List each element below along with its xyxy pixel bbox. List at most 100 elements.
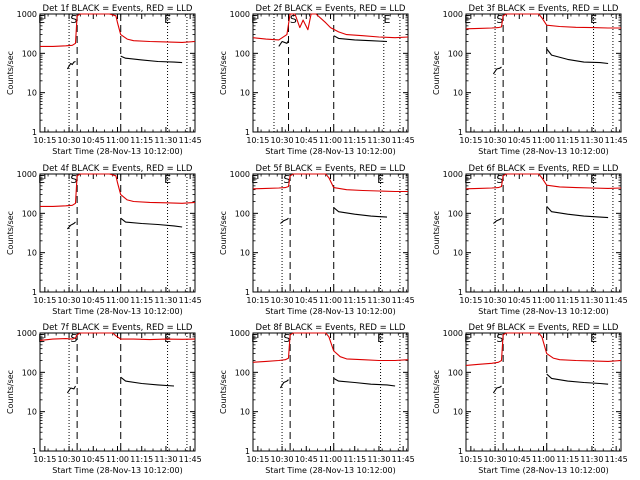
- y-tick-label: 1000: [443, 170, 463, 179]
- x-tick-label: 11:15: [556, 455, 579, 464]
- x-tick-label: 10:30: [484, 455, 507, 464]
- x-axis-label: Start Time (28-Nov-13 10:12:00): [265, 307, 395, 316]
- y-tick-label: 10: [453, 249, 463, 258]
- x-tick-label: 11:30: [580, 136, 603, 145]
- events-series-line: [279, 379, 289, 389]
- x-tick-label: 10:15: [246, 455, 269, 464]
- x-tick-label: 10:15: [33, 296, 56, 305]
- interval-marker-e: E: [377, 173, 384, 186]
- x-tick-label: 10:30: [271, 296, 294, 305]
- lld-series-line: [252, 332, 409, 363]
- interval-marker-e: E: [164, 332, 171, 345]
- y-tick-label: 1000: [230, 170, 250, 179]
- x-tick-label: 11:45: [179, 455, 202, 464]
- events-series-line: [546, 48, 609, 65]
- y-axis-label: Counts/sec: [219, 51, 228, 95]
- y-axis-label: Counts/sec: [219, 370, 228, 414]
- events-series-line: [120, 55, 183, 64]
- x-tick-label: 11:30: [367, 455, 390, 464]
- events-series-line: [546, 206, 609, 219]
- y-tick-label: 1: [245, 288, 250, 297]
- x-tick-label: 10:45: [295, 136, 318, 145]
- x-tick-label: 11:30: [154, 455, 177, 464]
- x-tick-label: 10:45: [508, 136, 531, 145]
- y-tick-label: 1000: [230, 329, 250, 338]
- y-tick-label: 1000: [17, 329, 37, 338]
- panel-title: Det 2f BLACK = Events, RED = LLD: [256, 4, 406, 14]
- y-tick-label: 100: [22, 209, 37, 218]
- panel-title: Det 1f BLACK = Events, RED = LLD: [43, 4, 193, 14]
- interval-marker-s: S: [496, 13, 503, 26]
- interval-marker-e: E: [164, 173, 171, 186]
- x-tick-label: 10:45: [82, 296, 105, 305]
- x-axis-label: Start Time (28-Nov-13 10:12:00): [478, 147, 608, 156]
- x-tick-label: 10:30: [484, 296, 507, 305]
- y-tick-label: 1000: [443, 10, 463, 19]
- interval-marker-e: E: [164, 13, 171, 26]
- events-series-line: [280, 217, 289, 224]
- interval-marker-e: E: [384, 13, 391, 26]
- plot-frame: [39, 332, 196, 452]
- y-tick-label: 10: [27, 89, 37, 98]
- interval-marker-e: E: [464, 332, 471, 345]
- x-tick-label: 11:15: [130, 136, 153, 145]
- x-tick-label: 11:45: [392, 136, 415, 145]
- x-tick-label: 10:45: [295, 296, 318, 305]
- interval-marker-e: E: [377, 332, 384, 345]
- x-axis-label: Start Time (28-Nov-13 10:12:00): [478, 466, 608, 475]
- x-tick-label: 10:15: [33, 136, 56, 145]
- panel-title: Det 7f BLACK = Events, RED = LLD: [43, 323, 193, 333]
- interval-marker-e: E: [38, 173, 45, 186]
- x-axis-label: Start Time (28-Nov-13 10:12:00): [478, 307, 608, 316]
- x-tick-label: 11:00: [106, 136, 129, 145]
- y-tick-label: 10: [453, 408, 463, 417]
- y-tick-label: 1: [32, 447, 37, 456]
- interval-marker-e: E: [590, 332, 597, 345]
- y-tick-label: 1: [32, 128, 37, 137]
- y-tick-label: 100: [235, 49, 250, 58]
- interval-marker-s: S: [496, 332, 503, 345]
- interval-marker-s: S: [496, 173, 503, 186]
- x-tick-label: 10:15: [459, 455, 482, 464]
- x-tick-label: 11:15: [343, 136, 366, 145]
- events-series-line: [66, 60, 76, 70]
- interval-marker-e: E: [251, 173, 258, 186]
- x-tick-label: 10:45: [295, 455, 318, 464]
- x-tick-label: 10:45: [82, 136, 105, 145]
- interval-marker-s: S: [283, 332, 290, 345]
- lld-series-line: [465, 13, 621, 30]
- interval-marker-e: E: [464, 173, 471, 186]
- interval-marker-s: S: [70, 173, 77, 186]
- plot-frame: [465, 173, 622, 293]
- x-tick-label: 10:30: [271, 136, 294, 145]
- x-tick-label: 10:30: [58, 296, 81, 305]
- x-tick-label: 11:45: [605, 296, 628, 305]
- events-series-line: [120, 376, 175, 387]
- events-series-line: [66, 221, 76, 230]
- panel-title: Det 9f BLACK = Events, RED = LLD: [469, 323, 619, 333]
- y-tick-label: 1000: [230, 10, 250, 19]
- interval-marker-s: S: [70, 13, 77, 26]
- events-series-line: [493, 217, 502, 224]
- y-tick-label: 10: [240, 408, 250, 417]
- y-tick-label: 10: [240, 249, 250, 258]
- y-tick-label: 100: [448, 49, 463, 58]
- events-series-line: [66, 385, 76, 394]
- x-tick-label: 11:00: [319, 455, 342, 464]
- x-tick-label: 11:30: [580, 296, 603, 305]
- interval-marker-e: E: [251, 332, 258, 345]
- interval-marker-e: E: [251, 13, 258, 26]
- x-tick-label: 11:15: [556, 136, 579, 145]
- x-tick-label: 10:30: [484, 136, 507, 145]
- y-axis-label: Counts/sec: [432, 211, 441, 255]
- x-tick-label: 11:30: [580, 455, 603, 464]
- y-tick-label: 100: [448, 209, 463, 218]
- lld-series-line: [252, 13, 409, 41]
- events-series-line: [546, 373, 609, 385]
- y-tick-label: 10: [453, 89, 463, 98]
- lld-series-line: [40, 173, 196, 207]
- y-tick-label: 100: [22, 368, 37, 377]
- interval-marker-e: E: [464, 13, 471, 26]
- plot-frame: [252, 13, 409, 133]
